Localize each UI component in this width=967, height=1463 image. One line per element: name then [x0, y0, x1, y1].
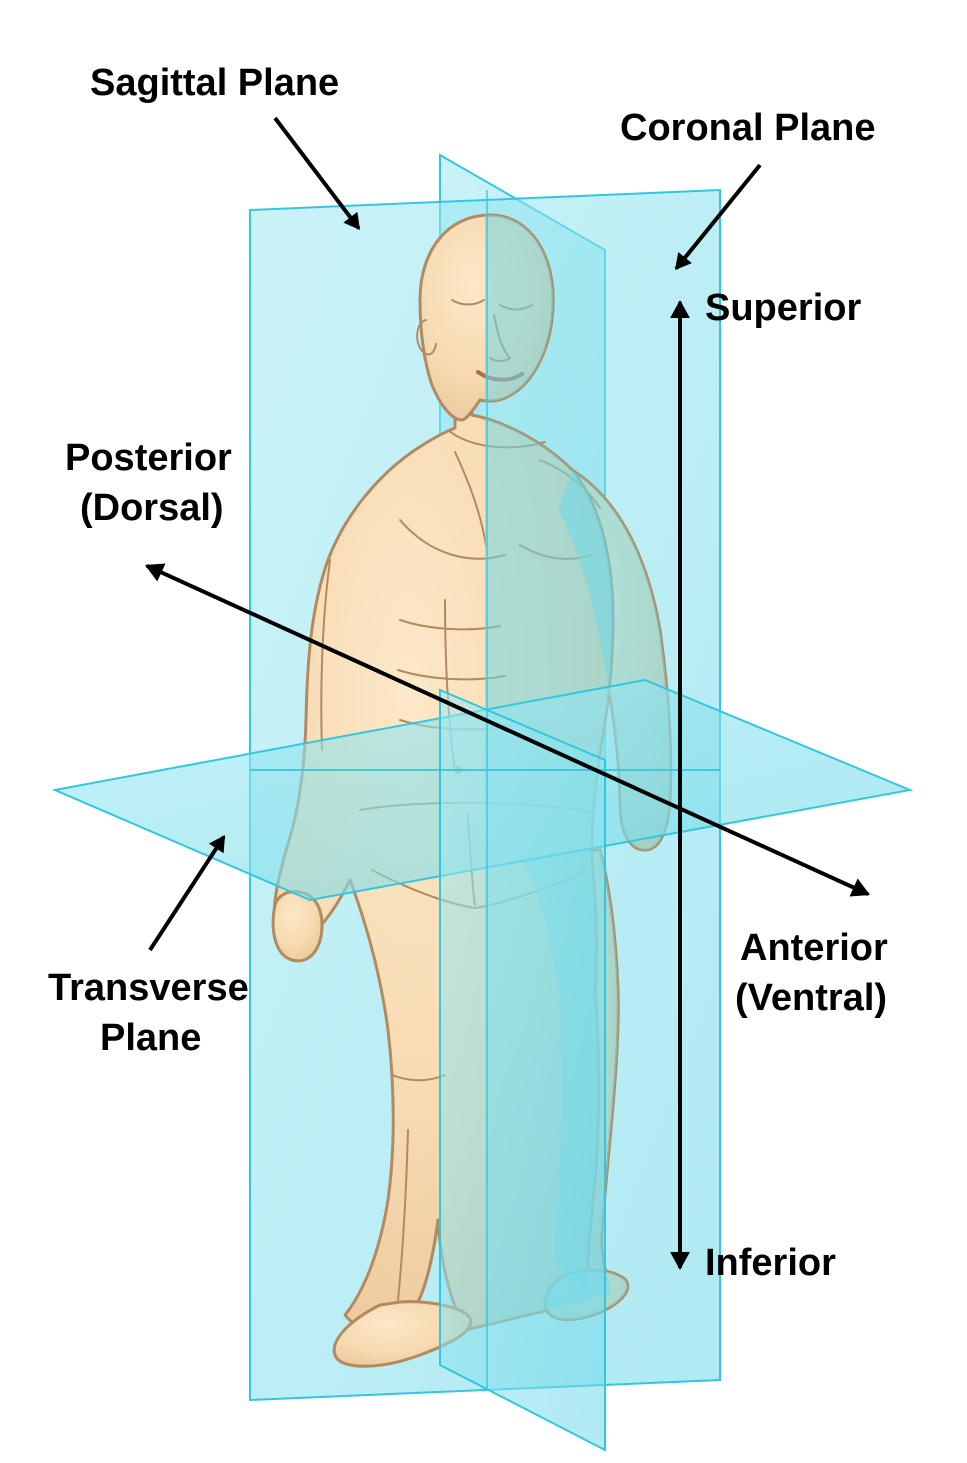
- label-coronal: Coronal Plane: [620, 107, 876, 149]
- label-superior: Superior: [705, 287, 861, 329]
- label-posterior1: Posterior: [65, 437, 232, 479]
- sagittal-plane-front: [440, 690, 605, 1450]
- label-transverse2: Plane: [100, 1017, 201, 1059]
- label-transverse1: Transverse: [48, 967, 249, 1009]
- label-inferior: Inferior: [705, 1242, 836, 1284]
- label-sagittal: Sagittal Plane: [90, 62, 339, 104]
- label-anterior1: Anterior: [740, 927, 888, 969]
- label-anterior2: (Ventral): [735, 977, 887, 1019]
- label-posterior2: (Dorsal): [80, 487, 224, 529]
